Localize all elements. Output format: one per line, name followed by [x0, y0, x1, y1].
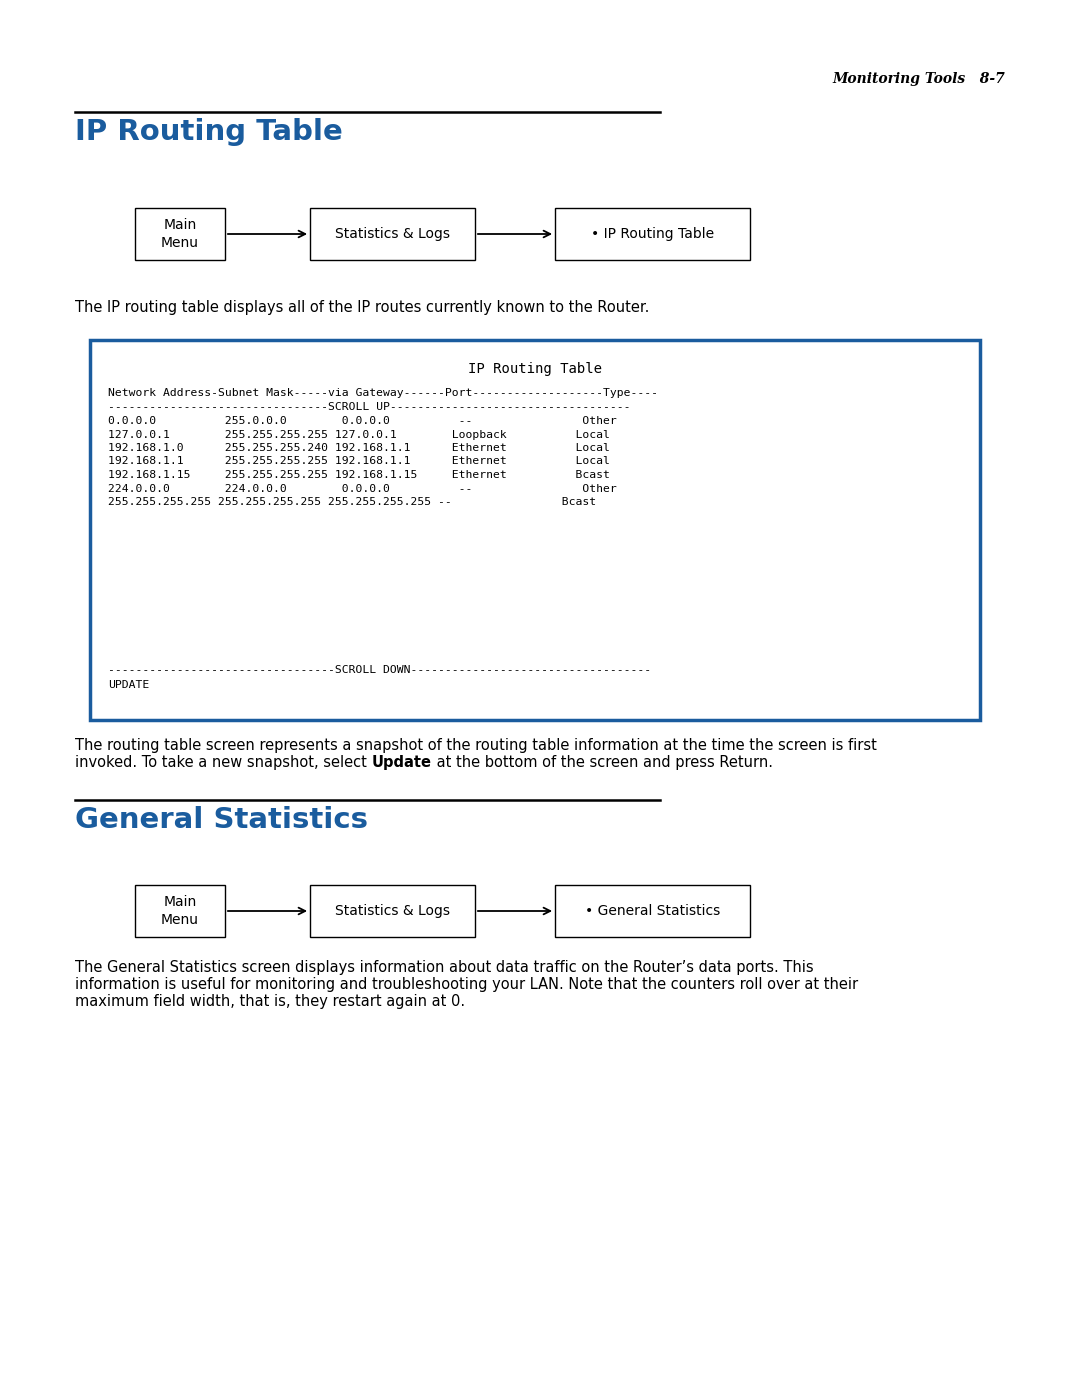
Text: at the bottom of the screen and press Return.: at the bottom of the screen and press Re… [432, 754, 772, 770]
Text: • IP Routing Table: • IP Routing Table [591, 226, 714, 242]
FancyBboxPatch shape [90, 339, 980, 719]
FancyBboxPatch shape [310, 886, 475, 937]
Text: 192.168.1.15     255.255.255.255 192.168.1.15     Ethernet          Bcast: 192.168.1.15 255.255.255.255 192.168.1.1… [108, 469, 610, 481]
Text: Network Address-Subnet Mask-----via Gateway------Port-------------------Type----: Network Address-Subnet Mask-----via Gate… [108, 388, 658, 398]
Text: • General Statistics: • General Statistics [585, 904, 720, 918]
FancyBboxPatch shape [555, 886, 750, 937]
FancyBboxPatch shape [310, 208, 475, 260]
Text: invoked. To take a new snapshot, select: invoked. To take a new snapshot, select [75, 754, 372, 770]
Text: The routing table screen represents a snapshot of the routing table information : The routing table screen represents a sn… [75, 738, 877, 753]
Text: The General Statistics screen displays information about data traffic on the Rou: The General Statistics screen displays i… [75, 960, 813, 975]
Text: 192.168.1.0      255.255.255.240 192.168.1.1      Ethernet          Local: 192.168.1.0 255.255.255.240 192.168.1.1 … [108, 443, 610, 453]
FancyBboxPatch shape [135, 208, 225, 260]
Text: ---------------------------------SCROLL DOWN-----------------------------------: ---------------------------------SCROLL … [108, 665, 651, 675]
FancyBboxPatch shape [135, 886, 225, 937]
FancyBboxPatch shape [555, 208, 750, 260]
Text: 255.255.255.255 255.255.255.255 255.255.255.255 --                Bcast: 255.255.255.255 255.255.255.255 255.255.… [108, 497, 596, 507]
Text: Monitoring Tools   8-7: Monitoring Tools 8-7 [833, 73, 1005, 87]
Text: IP Routing Table: IP Routing Table [468, 362, 602, 376]
Text: 224.0.0.0        224.0.0.0        0.0.0.0          --                Other: 224.0.0.0 224.0.0.0 0.0.0.0 -- Other [108, 483, 617, 493]
Text: information is useful for monitoring and troubleshooting your LAN. Note that the: information is useful for monitoring and… [75, 977, 859, 992]
Text: IP Routing Table: IP Routing Table [75, 117, 342, 147]
Text: General Statistics: General Statistics [75, 806, 368, 834]
Text: Statistics & Logs: Statistics & Logs [335, 904, 450, 918]
Text: Update: Update [372, 754, 432, 770]
Text: 0.0.0.0          255.0.0.0        0.0.0.0          --                Other: 0.0.0.0 255.0.0.0 0.0.0.0 -- Other [108, 416, 617, 426]
Text: UPDATE: UPDATE [108, 680, 149, 690]
Text: maximum field width, that is, they restart again at 0.: maximum field width, that is, they resta… [75, 995, 465, 1009]
Text: Main
Menu: Main Menu [161, 895, 199, 926]
Text: The IP routing table displays all of the IP routes currently known to the Router: The IP routing table displays all of the… [75, 300, 649, 314]
Text: 192.168.1.1      255.255.255.255 192.168.1.1      Ethernet          Local: 192.168.1.1 255.255.255.255 192.168.1.1 … [108, 457, 610, 467]
Text: 127.0.0.1        255.255.255.255 127.0.0.1        Loopback          Local: 127.0.0.1 255.255.255.255 127.0.0.1 Loop… [108, 429, 610, 440]
Text: Main
Menu: Main Menu [161, 218, 199, 250]
Text: --------------------------------SCROLL UP-----------------------------------: --------------------------------SCROLL U… [108, 402, 631, 412]
Text: Statistics & Logs: Statistics & Logs [335, 226, 450, 242]
